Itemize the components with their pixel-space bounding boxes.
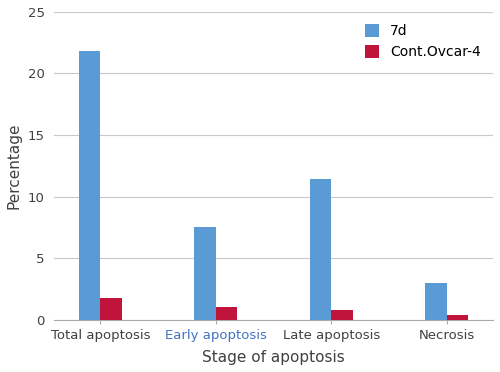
Bar [426,283,447,320]
Y-axis label: Percentage: Percentage [7,122,22,209]
Bar [216,307,238,320]
Bar [100,298,122,320]
X-axis label: Stage of apoptosis: Stage of apoptosis [202,350,345,365]
Bar [310,179,332,320]
Bar [447,315,468,320]
Legend: 7d, Cont.Ovcar-4: 7d, Cont.Ovcar-4 [359,19,486,65]
Bar [79,51,100,320]
Bar [194,227,216,320]
Bar [332,310,353,320]
